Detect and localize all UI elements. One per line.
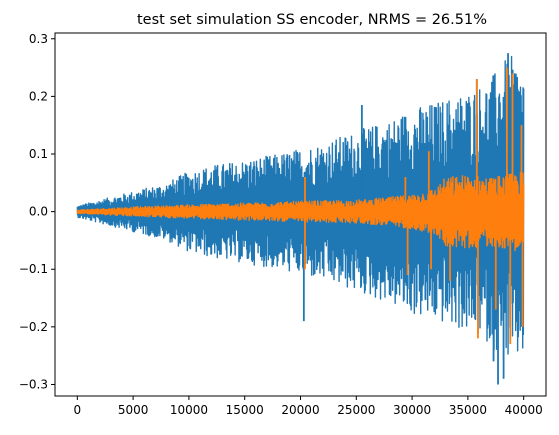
x-tick-label: 40000 [505, 403, 543, 417]
x-tick-label: 25000 [337, 403, 375, 417]
series-layer [76, 53, 525, 385]
y-tick-label: 0.3 [29, 32, 48, 46]
x-tick-label: 10000 [170, 403, 208, 417]
y-tick-label: −0.3 [19, 377, 48, 391]
x-tick-label: 5000 [118, 403, 149, 417]
chart-title: test set simulation SS encoder, NRMS = 2… [137, 12, 487, 28]
x-axis: 0 5000 10000 15000 20000 25000 30000 35000 40000 [73, 396, 543, 417]
y-tick-label: 0.2 [29, 89, 48, 103]
y-axis: −0.3 −0.2 −0.1 0.0 0.1 0.2 0.3 [19, 32, 55, 391]
y-tick-label: 0.1 [29, 147, 48, 161]
x-tick-label: 20000 [281, 403, 319, 417]
x-tick-label: 35000 [449, 403, 487, 417]
x-tick-label: 15000 [226, 403, 264, 417]
y-tick-label: 0.0 [29, 205, 48, 219]
y-tick-label: −0.2 [19, 320, 48, 334]
x-tick-label: 0 [73, 403, 81, 417]
x-tick-label: 30000 [393, 403, 431, 417]
y-tick-label: −0.1 [19, 262, 48, 276]
